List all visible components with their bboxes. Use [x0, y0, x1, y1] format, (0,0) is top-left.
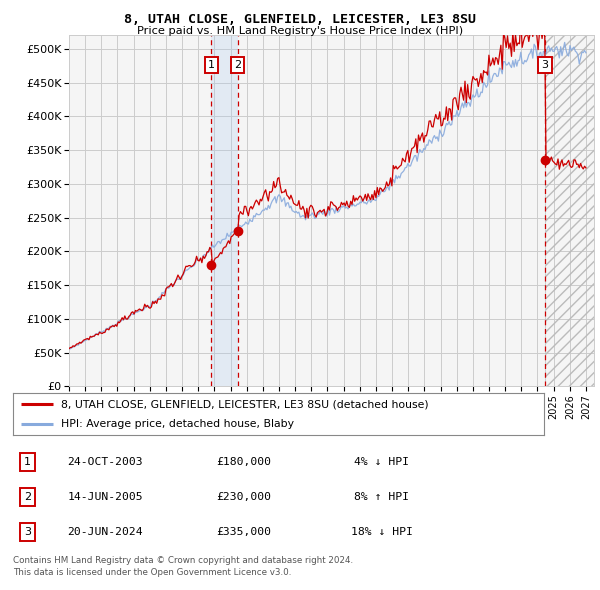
Text: 20-JUN-2024: 20-JUN-2024 [68, 527, 143, 537]
Bar [545, 35, 594, 386]
Text: 1: 1 [208, 60, 215, 70]
Text: £180,000: £180,000 [216, 457, 271, 467]
Text: £230,000: £230,000 [216, 492, 271, 502]
Text: 4% ↓ HPI: 4% ↓ HPI [355, 457, 409, 467]
Text: 3: 3 [24, 527, 31, 537]
Text: 2: 2 [234, 60, 241, 70]
Text: 14-JUN-2005: 14-JUN-2005 [68, 492, 143, 502]
Text: 8, UTAH CLOSE, GLENFIELD, LEICESTER, LE3 8SU: 8, UTAH CLOSE, GLENFIELD, LEICESTER, LE3… [124, 13, 476, 26]
Text: 1: 1 [24, 457, 31, 467]
Bar [545, 35, 594, 386]
Text: 3: 3 [542, 60, 548, 70]
Text: £335,000: £335,000 [216, 527, 271, 537]
Text: Contains HM Land Registry data © Crown copyright and database right 2024.
This d: Contains HM Land Registry data © Crown c… [13, 556, 353, 576]
Text: HPI: Average price, detached house, Blaby: HPI: Average price, detached house, Blab… [61, 419, 294, 429]
Text: 24-OCT-2003: 24-OCT-2003 [68, 457, 143, 467]
Text: Price paid vs. HM Land Registry's House Price Index (HPI): Price paid vs. HM Land Registry's House … [137, 26, 463, 36]
Text: 8% ↑ HPI: 8% ↑ HPI [355, 492, 409, 502]
Text: 8, UTAH CLOSE, GLENFIELD, LEICESTER, LE3 8SU (detached house): 8, UTAH CLOSE, GLENFIELD, LEICESTER, LE3… [61, 399, 428, 409]
Bar [211, 35, 238, 386]
Text: 2: 2 [24, 492, 31, 502]
Text: 18% ↓ HPI: 18% ↓ HPI [351, 527, 413, 537]
